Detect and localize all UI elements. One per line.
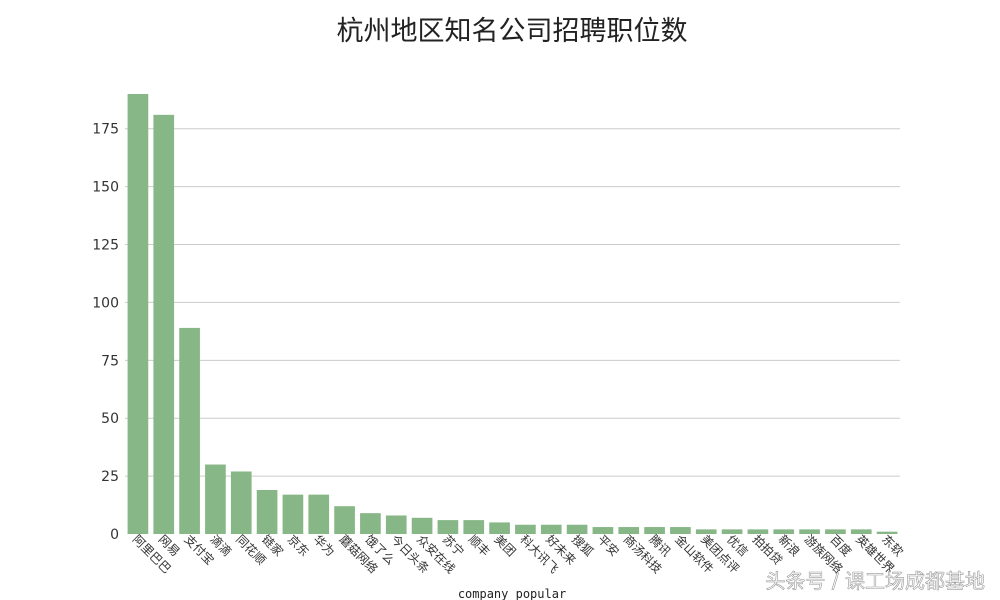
bar: [540, 524, 562, 534]
bar: [618, 527, 640, 534]
y-tick-label: 100: [92, 295, 119, 311]
x-tick-label: 平安: [595, 532, 623, 560]
y-tick-label: 175: [92, 122, 119, 138]
bar: [850, 529, 872, 534]
y-tick-label: 50: [101, 411, 119, 427]
y-tick-label: 125: [92, 238, 119, 254]
y-gridlines: [125, 128, 900, 477]
bar: [773, 529, 795, 534]
bar: [592, 527, 614, 534]
y-tick-label: 0: [110, 527, 119, 543]
chart-title: 杭州地区知名公司招聘职位数: [337, 16, 688, 47]
bar: [799, 529, 820, 534]
bars: [127, 94, 898, 534]
bar: [747, 529, 769, 534]
x-tick-label: 顺丰: [466, 532, 493, 559]
bar: [463, 520, 485, 534]
bar: [721, 529, 743, 534]
bar: [670, 527, 691, 534]
bar: [153, 114, 175, 534]
bar: [256, 490, 278, 534]
x-tick-label: 华为: [311, 532, 338, 559]
watermark-text: 头条号 / 课工场成都基地: [766, 569, 985, 593]
y-tick-label: 75: [101, 353, 119, 369]
x-axis-label: company popular: [458, 587, 566, 600]
bar: [876, 531, 898, 534]
bar: [644, 527, 665, 534]
bar: [411, 517, 433, 534]
bar: [308, 494, 330, 534]
bar: [282, 494, 304, 534]
bar: [179, 327, 200, 534]
bar: [127, 94, 149, 534]
bar: [515, 524, 536, 534]
bar: [334, 506, 355, 534]
bar: [230, 471, 252, 534]
y-tick-label: 150: [92, 180, 119, 196]
y-axis-ticks: 0 25 50 75 100 125 150 175: [92, 122, 119, 543]
bar: [385, 515, 407, 534]
bar: [566, 524, 588, 534]
x-tick-label: 京东: [285, 532, 312, 559]
bar: [489, 522, 510, 534]
bar: [695, 529, 717, 534]
bar: [360, 513, 381, 534]
y-tick-label: 25: [101, 469, 119, 485]
bar: [205, 464, 226, 534]
x-tick-label: 美团: [491, 532, 518, 559]
bar: [437, 520, 459, 534]
bar: [825, 529, 846, 534]
